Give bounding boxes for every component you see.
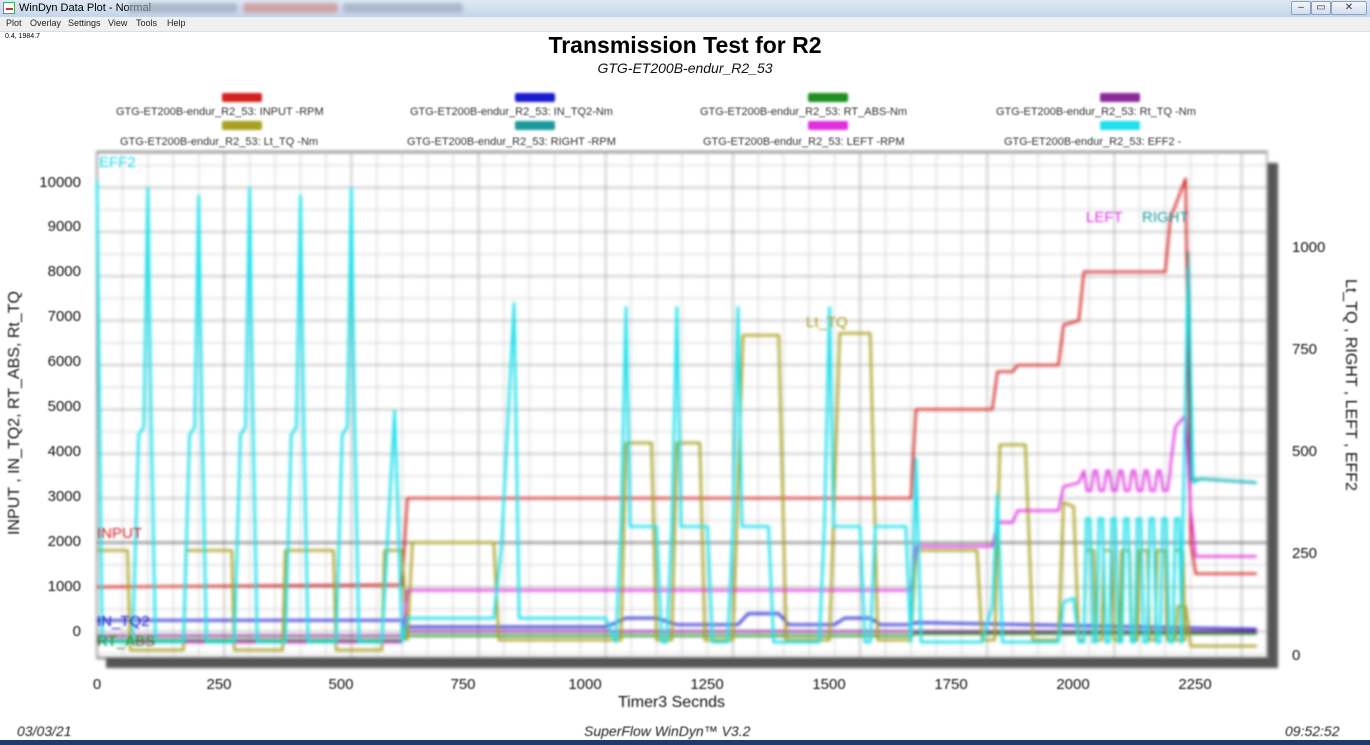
- menu-bar: Plot Overlay Settings View Tools Help: [0, 17, 1370, 32]
- plot-title: Transmission Test for R2: [548, 32, 822, 58]
- legend-swatch-lt-tq: [222, 121, 262, 130]
- y2-tick-label: 750: [1292, 341, 1318, 358]
- y-tick-label: 2000: [47, 533, 81, 550]
- y-tick-label: 8000: [47, 263, 81, 280]
- x-tick-label: 250: [206, 676, 232, 693]
- trace-right: [1187, 251, 1257, 484]
- y-tick-label: 0: [72, 623, 81, 640]
- x-tick-label: 750: [450, 676, 476, 693]
- y2-tick-label: 250: [1292, 545, 1318, 562]
- trace-lt-tq: [97, 332, 1257, 652]
- y2-tick-label: 0: [1292, 647, 1301, 664]
- close-button[interactable]: ✕: [1331, 1, 1367, 15]
- y2-tick-label: 500: [1292, 443, 1318, 460]
- taskbar: [0, 740, 1370, 745]
- legend-swatch-in-tq2: [515, 93, 555, 102]
- y-tick-label: 9000: [47, 218, 81, 235]
- x-tick-label: 500: [328, 676, 354, 693]
- cursor-coords: 0.4, 1984.7: [5, 33, 41, 40]
- legend-swatch-rt-tq: [1100, 93, 1140, 102]
- traces: [95, 177, 1257, 652]
- legend-swatch-input: [222, 93, 262, 102]
- x-tick-label: 1250: [690, 676, 724, 693]
- legend-label-input: GTG-ET200B-endur_R2_53: INPUT -RPM: [116, 106, 324, 118]
- y2-tick-label: 1000: [1292, 239, 1326, 256]
- app-icon: [3, 2, 15, 14]
- series-tag-right: RIGHT: [1142, 209, 1189, 226]
- menu-help[interactable]: Help: [167, 18, 186, 28]
- legend-swatch-left: [808, 121, 848, 130]
- window-title: WinDyn Data Plot - Normal: [19, 2, 152, 14]
- minimize-button[interactable]: ‒: [1291, 1, 1311, 15]
- y-tick-label: 10000: [39, 174, 81, 191]
- trace-rt-abs: [97, 632, 1257, 642]
- x-tick-label: 0: [92, 676, 102, 693]
- legend-label-rt-abs: GTG-ET200B-endur_R2_53: RT_ABS-Nm: [700, 106, 908, 118]
- y-tick-label: 4000: [47, 443, 81, 460]
- legend-label-left: GTG-ET200B-endur_R2_53: LEFT -RPM: [703, 136, 905, 148]
- trace-left: [97, 413, 1257, 644]
- legend-label-eff2: GTG-ET200B-endur_R2_53: EFF2 -: [1004, 136, 1182, 148]
- y-tick-label: 3000: [47, 488, 81, 505]
- trace-input: [96, 177, 1257, 589]
- menu-plot[interactable]: Plot: [6, 18, 22, 28]
- series-tag-in-tq2: IN_TQ2: [97, 613, 150, 630]
- y-tick-label: 5000: [47, 398, 81, 415]
- series-tag-eff2: EFF2: [99, 154, 136, 171]
- footer-product: SuperFlow WinDyn™ V3.2: [584, 723, 751, 739]
- series-tag-left: LEFT: [1086, 209, 1123, 226]
- menu-view[interactable]: View: [108, 18, 128, 28]
- footer-date: 03/03/21: [17, 723, 72, 739]
- plot-subtitle: GTG-ET200B-endur_R2_53: [597, 60, 773, 76]
- maximize-button[interactable]: ▭: [1311, 1, 1331, 15]
- legend-swatch-right: [515, 121, 555, 130]
- x-axis-title: Timer3 Secnds: [618, 694, 725, 711]
- y-axis-title-right: Lt_TQ , RIGHT , LEFT , EFF2: [1342, 279, 1359, 491]
- legend-label-in-tq2: GTG-ET200B-endur_R2_53: IN_TQ2-Nm: [410, 106, 613, 118]
- footer-time: 09:52:52: [1285, 723, 1340, 739]
- legend-label-right: GTG-ET200B-endur_R2_53: RIGHT -RPM: [407, 136, 616, 148]
- legend-swatch-eff2: [1100, 121, 1140, 130]
- menu-tools[interactable]: Tools: [136, 18, 158, 28]
- series-tag-lt-tq: Lt_TQ: [806, 314, 848, 331]
- y-tick-label: 1000: [47, 578, 81, 595]
- x-tick-label: 1500: [812, 676, 846, 693]
- x-tick-label: 1000: [568, 676, 602, 693]
- x-tick-label: 1750: [934, 676, 968, 693]
- legend-swatch-rt-abs: [808, 93, 848, 102]
- menu-overlay[interactable]: Overlay: [30, 18, 62, 28]
- trace-in-tq2: [97, 612, 1257, 631]
- plot-shadow-bottom: [106, 658, 1278, 668]
- series-tag-input: INPUT: [97, 525, 142, 542]
- legend-label-rt-tq: GTG-ET200B-endur_R2_53: Rt_TQ -Nm: [996, 106, 1196, 118]
- series-tag-rt-abs: RT_ABS: [97, 633, 156, 650]
- menu-settings[interactable]: Settings: [68, 18, 101, 28]
- y-axis-title-left: INPUT , IN_TQ2, RT_ABS, Rt_TQ: [6, 291, 23, 535]
- title-bar-extra: [128, 3, 468, 13]
- x-tick-label: 2250: [1178, 676, 1212, 693]
- legend-label-lt-tq: GTG-ET200B-endur_R2_53: Lt_TQ -Nm: [120, 136, 319, 148]
- y-tick-label: 7000: [47, 308, 81, 325]
- y-tick-label: 6000: [47, 353, 81, 370]
- trace-eff2: [95, 179, 1257, 644]
- x-tick-label: 2000: [1056, 676, 1090, 693]
